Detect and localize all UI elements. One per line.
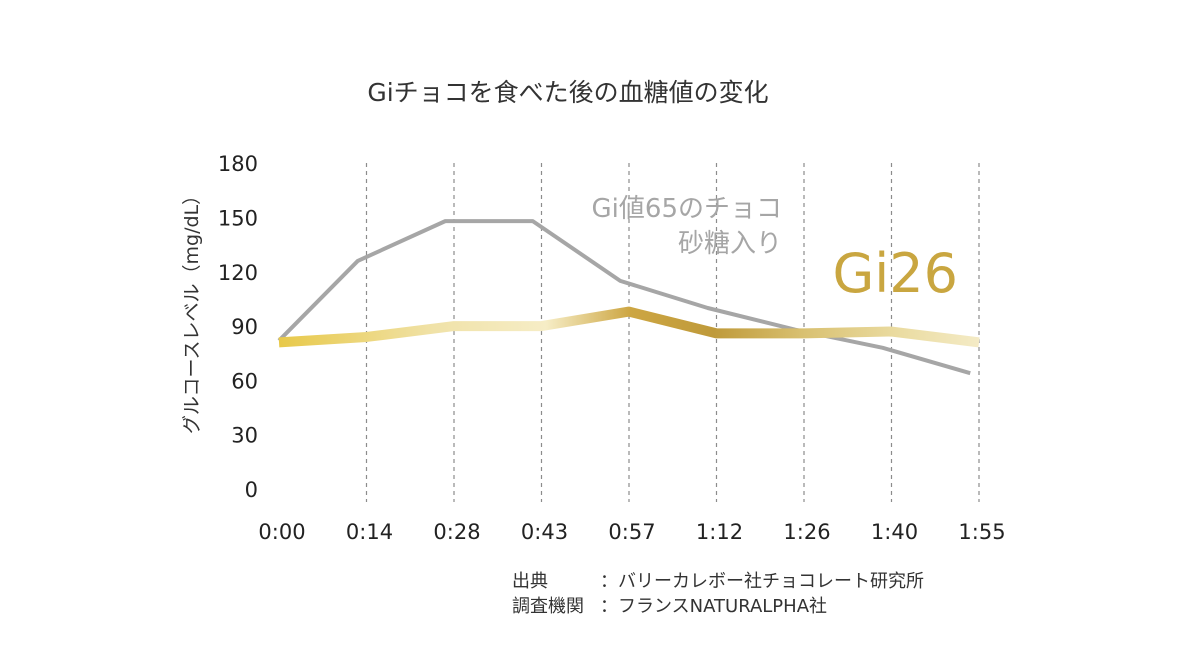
- y-tick-labels: 0 30 60 90 120 150 180: [218, 152, 258, 502]
- series-line-gi26: [278, 306, 980, 348]
- x-tick-label: 0:28: [433, 520, 480, 544]
- x-tick-label: 0:43: [521, 520, 568, 544]
- x-tick-label: 0:14: [346, 520, 393, 544]
- series-lines: [277, 219, 980, 376]
- y-tick-label: 150: [218, 207, 258, 231]
- research-label: 調査機関: [512, 596, 584, 617]
- x-tick-label: 1:12: [696, 520, 743, 544]
- y-tick-label: 180: [218, 152, 258, 176]
- x-tick-label: 1:26: [783, 520, 830, 544]
- series-label-sugar-line2: 砂糖入り: [678, 229, 782, 259]
- y-tick-label: 120: [218, 261, 258, 285]
- series-line-sugar: [277, 219, 971, 376]
- x-tick-label: 1:55: [958, 520, 1005, 544]
- y-tick-label: 30: [231, 424, 258, 448]
- y-axis-label: グルコースレベル（mg/dL）: [181, 186, 203, 434]
- y-tick-label: 0: [245, 478, 258, 502]
- x-tick-label: 1:40: [871, 520, 918, 544]
- series-label-gi26: Gi26: [832, 242, 958, 305]
- x-tick-label: 0:00: [258, 520, 305, 544]
- research-value: ：フランスNATURALPHA社: [600, 596, 827, 617]
- source-label: 出典: [512, 571, 548, 592]
- x-tick-label: 0:57: [608, 520, 655, 544]
- y-tick-label: 90: [231, 315, 258, 339]
- y-tick-label: 60: [231, 369, 258, 393]
- series-label-sugar-line1: Gi値65のチョコ: [592, 194, 782, 224]
- source-value: ：バリーカレボー社チョコレート研究所: [600, 571, 924, 592]
- x-tick-labels: 0:00 0:14 0:28 0:43 0:57 1:12 1:26 1:40 1:55: [258, 520, 1005, 544]
- chart-title: Giチョコを食べた後の血糖値の変化: [367, 78, 768, 107]
